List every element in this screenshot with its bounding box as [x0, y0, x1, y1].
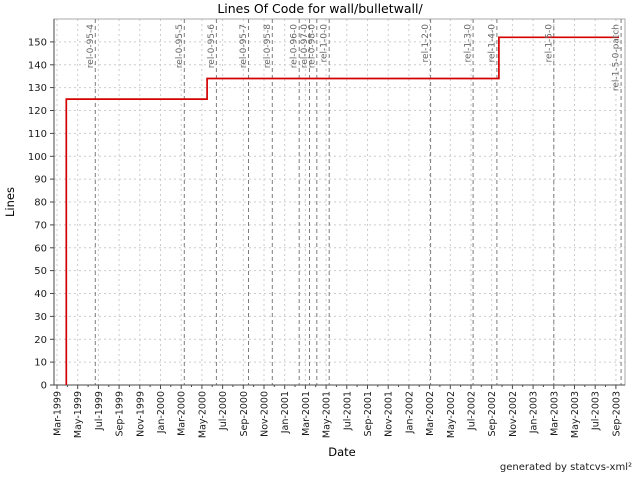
x-tick-label: Mar-2003 [549, 391, 560, 436]
y-tick-label: 40 [34, 289, 47, 300]
release-label: rel-0-95-6 [207, 24, 217, 68]
x-tick-label: Jul-2000 [218, 391, 229, 431]
y-axis-title: Lines [3, 187, 17, 217]
x-tick-label: May-2002 [446, 391, 457, 438]
y-tick-label: 110 [28, 129, 47, 140]
x-tick-label: May-2001 [322, 391, 333, 438]
y-tick-label: 120 [28, 106, 47, 117]
x-tick-label: Jul-2003 [591, 391, 602, 431]
y-tick-label: 0 [41, 381, 47, 392]
y-tick-label: 140 [28, 60, 47, 71]
loc-series-line [65, 36, 619, 385]
y-tick-label: 30 [34, 312, 47, 323]
x-tick-label: Jan-2000 [156, 391, 167, 434]
release-label: rel-1-5-0-patch [612, 24, 622, 91]
x-tick-label: Nov-2000 [260, 391, 271, 437]
x-tick-label: Jul-2002 [467, 391, 478, 431]
release-label: rel-1-2-0 [421, 24, 431, 63]
x-tick-label: Mar-2001 [301, 391, 312, 436]
x-tick-label: Jan-2003 [529, 391, 540, 434]
x-tick-label: Sep-2002 [487, 391, 498, 437]
release-label: rel-0-95-8 [263, 24, 273, 68]
x-tick-label: Nov-2001 [384, 391, 395, 437]
release-label: rel-1-0-0 [320, 24, 330, 63]
x-tick-label: Mar-2000 [177, 391, 188, 436]
chart-generated-layer: 0 10 20 30 40 50 60 70 80 90 100 110 120 130 140 150 Mar… [28, 18, 626, 438]
release-label: rel-1-3-0 [464, 24, 474, 63]
x-tick-label: Jan-2001 [280, 391, 291, 434]
x-tick-label: Sep-2001 [363, 391, 374, 437]
release-label: rel-0-95-5 [175, 24, 185, 68]
x-tick-label: Sep-1999 [115, 391, 126, 437]
release-label: rel-0-96-0 [290, 24, 300, 68]
x-tick-label: May-1999 [73, 391, 84, 438]
x-tick-label: Jan-2002 [404, 391, 415, 434]
y-tick-label: 150 [28, 37, 47, 48]
y-tick-label: 20 [34, 335, 47, 346]
y-tick-label: 50 [34, 266, 47, 277]
y-tick-label: 100 [28, 152, 47, 163]
y-tick-label: 70 [34, 220, 47, 231]
x-tick-label: Jul-1999 [94, 391, 105, 431]
release-label: rel-1-5-0 [544, 24, 554, 63]
x-tick-label: Mar-2002 [425, 391, 436, 436]
chart-title: Lines Of Code for wall/bulletwall/ [217, 1, 423, 16]
release-label: rel-0-95-4 [86, 24, 96, 68]
x-tick-label: Mar-1999 [53, 391, 64, 436]
release-label: rel-0-98-0 [307, 24, 317, 68]
y-tick-label: 130 [28, 83, 47, 94]
y-tick-label: 60 [34, 243, 47, 254]
y-tick-label: 90 [34, 175, 47, 186]
x-tick-label: May-2003 [570, 391, 581, 438]
release-label: rel-0-97-0 [300, 24, 310, 68]
x-axis-title: Date [328, 445, 356, 459]
x-tick-label: Sep-2000 [239, 391, 250, 437]
x-tick-label: Nov-1999 [135, 391, 146, 437]
x-tick-label: Sep-2003 [611, 391, 622, 437]
x-tick-label: May-2000 [197, 391, 208, 438]
footer-credit: generated by statcvs-xml² [500, 462, 632, 473]
y-tick-label: 80 [34, 198, 47, 209]
release-label: rel-1-4-0 [487, 24, 497, 63]
x-tick-label: Jul-2001 [342, 391, 353, 431]
x-tick-label: Nov-2002 [508, 391, 519, 437]
y-tick-label: 10 [34, 358, 47, 369]
release-label: rel-0-95-7 [239, 24, 249, 68]
